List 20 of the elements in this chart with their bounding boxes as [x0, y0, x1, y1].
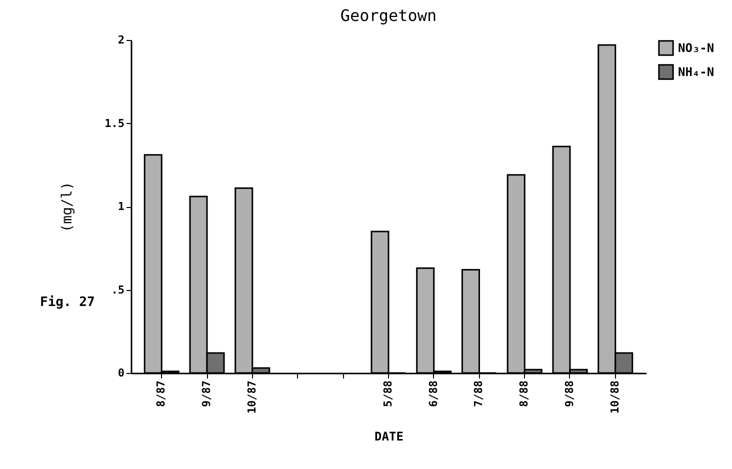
y-tick-label: .5: [111, 283, 124, 296]
x-tick-label: 10/88: [608, 380, 622, 414]
legend-label: NO₃-N: [678, 41, 714, 55]
chart-title: Georgetown: [340, 6, 437, 25]
x-tick-label: 8/87: [154, 380, 168, 407]
y-tick-label: 2: [118, 34, 124, 46]
caption: Fig. 27: [40, 295, 95, 310]
x-tick-label: 9/88: [563, 380, 576, 407]
x-tick-label: 8/88: [518, 380, 531, 407]
x-tick-label: 9/87: [200, 380, 213, 407]
x-tick-label: 10/87: [245, 380, 258, 414]
y-tick-label: 0: [118, 366, 124, 380]
y-axis-title: (mg/l): [60, 182, 76, 232]
y-tick-label: 1.5: [104, 116, 124, 130]
legend-label: NH₄-N: [678, 65, 714, 79]
x-tick-label: 6/88: [426, 380, 440, 407]
x-tick-label: 7/88: [472, 380, 486, 407]
y-tick-label: 1: [118, 200, 125, 213]
x-axis-title: DATE: [374, 430, 404, 444]
x-tick-label: 5/88: [382, 380, 394, 407]
